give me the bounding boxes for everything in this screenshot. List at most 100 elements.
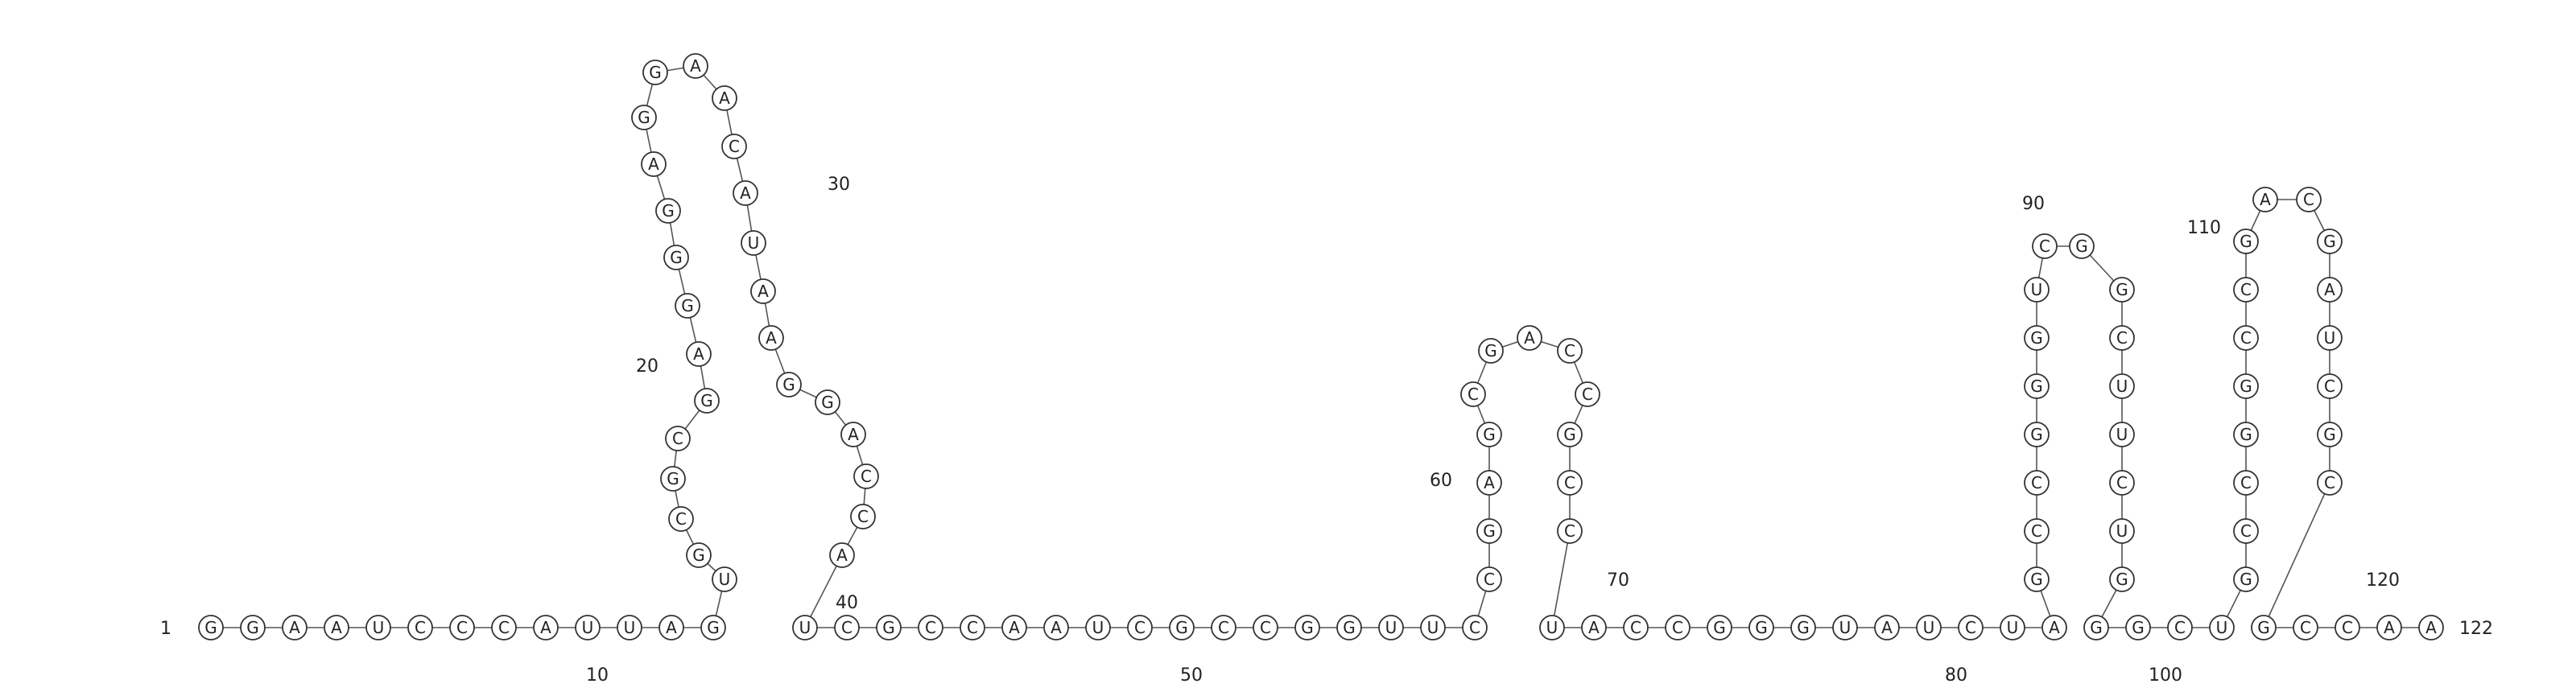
nucleotide-circle	[533, 615, 559, 640]
nucleotide-letter: U	[799, 618, 811, 637]
backbone-segment	[804, 554, 843, 628]
nucleotide-circle	[850, 504, 876, 529]
nucleotide-circle	[2233, 229, 2259, 254]
nucleotide-circle	[2083, 615, 2109, 640]
nucleotide-letter: G	[2240, 570, 2252, 589]
nucleotide: C	[1253, 615, 1278, 640]
nucleotide: G	[2233, 229, 2259, 254]
nucleotide-letter: G	[2030, 328, 2043, 348]
nucleotide-circle	[665, 426, 691, 451]
nucleotide-circle	[918, 615, 943, 640]
nucleotide-circle	[2293, 615, 2318, 640]
nucleotide-circle	[840, 422, 866, 447]
nucleotide-circle	[1294, 615, 1320, 640]
nucleotide-letter: A	[1484, 473, 1495, 492]
nucleotide-letter: G	[2030, 570, 2043, 589]
nucleotide-circle	[2317, 325, 2343, 351]
nucleotide-circle	[2233, 422, 2259, 447]
nucleotide-circle	[2233, 277, 2259, 303]
nucleotide-letter: G	[692, 546, 705, 565]
nucleotide: U	[1832, 615, 1858, 640]
nucleotide: U	[1420, 615, 1446, 640]
nucleotide: G	[2317, 229, 2343, 254]
nucleotide-circle	[407, 615, 433, 640]
nucleotide-circle	[2109, 470, 2135, 496]
nucleotide-letter: A	[1524, 328, 1535, 348]
nucleotide-letter: C	[2303, 190, 2314, 209]
nucleotide-circle	[1517, 325, 1542, 351]
nucleotide-circle	[2109, 325, 2135, 351]
nucleotide: U	[712, 566, 737, 592]
nucleotide: A	[758, 325, 784, 351]
nucleotide-letter: C	[2240, 521, 2252, 541]
nucleotide-letter: C	[2324, 377, 2335, 396]
backbone	[211, 65, 2431, 628]
nucleotide: G	[686, 542, 712, 568]
nucleotide-circle	[1557, 338, 1583, 364]
nucleotide-letter: A	[758, 282, 769, 301]
nucleotide-letter: U	[748, 233, 760, 253]
nucleotide: C	[918, 615, 943, 640]
nucleotide-letter: C	[1965, 618, 1976, 637]
nucleotide-circle	[641, 151, 667, 177]
nucleotide: C	[407, 615, 433, 640]
nucleotide: C	[2233, 277, 2259, 303]
nucleotide-letter: G	[246, 618, 259, 637]
nucleotide-letter: A	[2384, 618, 2395, 637]
nucleotide: G	[675, 293, 700, 319]
nucleotide: A	[733, 180, 758, 206]
nucleotide-letter: G	[782, 375, 795, 394]
nucleotide-circle	[853, 463, 879, 489]
nucleotide: U	[1085, 615, 1111, 640]
position-label: 50	[1180, 665, 1203, 686]
nucleotide: A	[750, 278, 776, 304]
nucleotide: A	[1001, 615, 1027, 640]
nucleotide-letter: C	[1484, 570, 1495, 589]
nucleotide: G	[1707, 615, 1732, 640]
nucleotide: C	[2024, 518, 2050, 544]
position-label: 60	[1430, 471, 1452, 491]
nucleotide-letter: G	[1755, 618, 1768, 637]
nucleotide-letter: G	[2116, 280, 2128, 299]
nucleotide-letter: A	[648, 154, 659, 174]
nucleotide-circle	[1623, 615, 1649, 640]
nucleotide-circle	[721, 134, 747, 159]
nucleotide-circle	[1462, 615, 1488, 640]
nucleotide-letter: U	[373, 618, 385, 637]
nucleotide-letter: A	[766, 328, 777, 348]
nucleotide-circle	[712, 85, 737, 111]
nucleotide-letter: C	[2116, 328, 2128, 348]
nucleotide-circle	[1539, 615, 1565, 640]
nucleotide-letter: C	[1630, 618, 1641, 637]
nucleotide-circle	[1476, 518, 1502, 544]
nucleotide-letter: G	[1483, 521, 1496, 541]
nucleotide-letter: G	[2240, 425, 2252, 444]
nucleotide-circle	[1460, 381, 1486, 407]
nucleotide-letter: U	[1427, 618, 1439, 637]
nucleotide: G	[2109, 277, 2135, 303]
nucleotide: G	[700, 615, 726, 640]
nucleotide-letter: G	[2090, 618, 2103, 637]
nucleotide: G	[198, 615, 224, 640]
nucleotide: G	[1169, 615, 1195, 640]
nucleotide: A	[1476, 470, 1502, 496]
nucleotide-letter: G	[1484, 341, 1497, 360]
nucleotide-letter: A	[1009, 618, 1020, 637]
nucleotide-circle	[282, 615, 308, 640]
nucleotide-letter: G	[700, 391, 713, 410]
nucleotide-circle	[741, 230, 766, 256]
nucleotide-letter: G	[1797, 618, 1810, 637]
nucleotide-circle	[2418, 615, 2444, 640]
nucleotide-letter: C	[498, 618, 510, 637]
nucleotide-circle	[1378, 615, 1404, 640]
nucleotide-circle	[2317, 422, 2343, 447]
nucleotide-letter: A	[693, 344, 704, 364]
nucleotide-letter: C	[1468, 385, 1479, 404]
nucleotide-letter: A	[1051, 618, 1062, 637]
nucleotide: A	[1517, 325, 1542, 351]
nucleotide-circle	[617, 615, 642, 640]
nucleotide: G	[2233, 422, 2259, 447]
nucleotide-letter: G	[2030, 377, 2043, 396]
nucleotide-circle	[1085, 615, 1111, 640]
